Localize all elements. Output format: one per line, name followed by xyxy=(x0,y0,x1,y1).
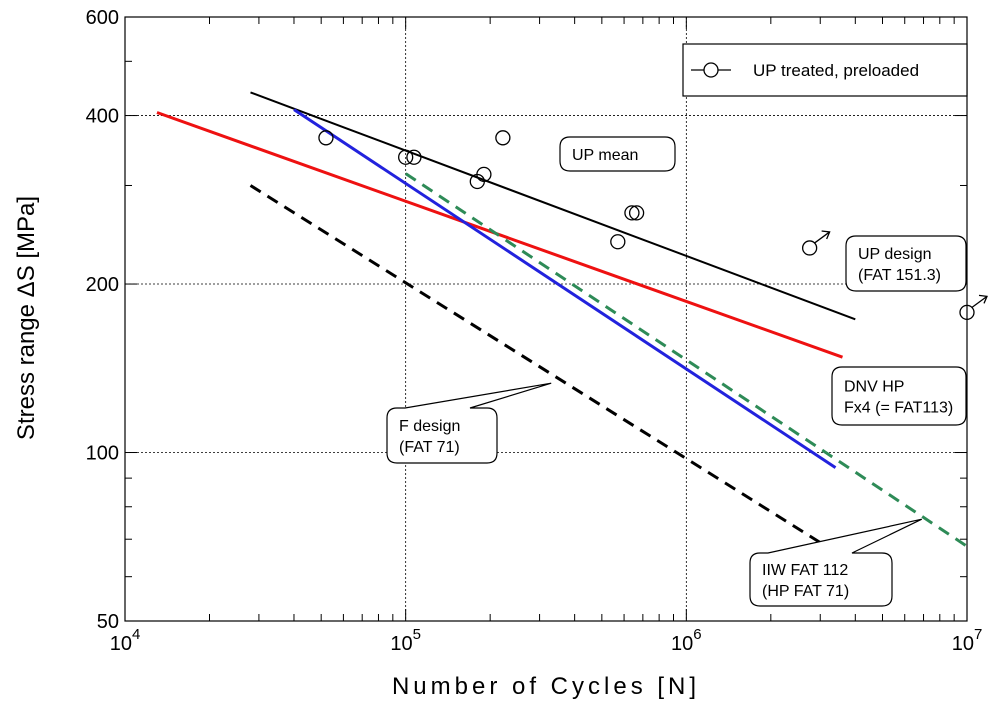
data-point xyxy=(959,304,975,321)
data-point xyxy=(628,205,645,221)
data-point xyxy=(406,149,422,165)
series-line xyxy=(293,108,837,469)
callout-label: (FAT 151.3) xyxy=(858,267,941,284)
data-point xyxy=(801,240,818,256)
callout: F design (FAT 71) xyxy=(386,382,552,464)
y-tick-labels: 50 100 200 400 600 xyxy=(86,7,119,633)
data-points xyxy=(318,130,988,321)
callout-label: DNV HP xyxy=(844,379,904,396)
callout-box xyxy=(386,382,552,464)
y-tick-label: 400 xyxy=(86,106,119,128)
runout-arrow xyxy=(971,295,988,308)
callout: IIW FAT 112 (HP FAT 71) xyxy=(749,518,923,607)
data-point xyxy=(398,149,414,165)
callout-label: UP mean xyxy=(572,147,638,164)
legend-marker xyxy=(703,62,719,78)
data-point xyxy=(495,130,511,146)
callout-label: UP design xyxy=(858,246,932,263)
x-tick-label: 104 xyxy=(110,626,141,655)
data-point xyxy=(318,130,334,146)
plot-frame xyxy=(124,16,968,622)
tick-marks xyxy=(124,16,967,622)
runout-arrow xyxy=(814,231,831,244)
callout-box xyxy=(845,235,967,292)
legend: UP treated, preloaded xyxy=(682,43,968,97)
data-point xyxy=(610,234,626,250)
callout: UP design (FAT 151.3) xyxy=(845,235,967,292)
x-tick-label: 106 xyxy=(671,626,702,655)
series-line xyxy=(250,91,856,321)
callout-label: IIW FAT 112 xyxy=(762,562,848,579)
grid xyxy=(125,17,967,621)
series-lines xyxy=(156,91,968,552)
callout-box xyxy=(831,366,967,426)
data-point xyxy=(476,166,492,183)
legend-label: UP treated, preloaded xyxy=(753,61,919,80)
callouts: UP mean UP design (FAT 151.3) DNV HP Fx4 (= … xyxy=(386,136,967,607)
x-axis-title: Number of Cycles [N] xyxy=(392,673,700,700)
series-line xyxy=(249,184,833,552)
data-point xyxy=(624,205,640,221)
callout-label: (FAT 71) xyxy=(399,439,460,456)
x-tick-label: 107 xyxy=(952,626,983,655)
callout-label: F design xyxy=(399,418,460,435)
y-tick-label: 100 xyxy=(86,443,119,465)
callout: UP mean xyxy=(559,136,676,172)
callout: DNV HP Fx4 (= FAT113) xyxy=(831,366,967,426)
runout-arrow xyxy=(978,294,988,304)
y-tick-label: 50 xyxy=(97,611,119,633)
callout-box xyxy=(749,518,923,607)
y-tick-label: 200 xyxy=(86,274,119,296)
callout-label: Fx4 (= FAT113) xyxy=(844,400,953,417)
x-tick-label: 105 xyxy=(390,626,421,655)
callout-label: (HP FAT 71) xyxy=(762,583,849,600)
series-line xyxy=(156,111,844,359)
y-tick-label: 600 xyxy=(86,7,119,29)
series-line xyxy=(404,172,968,548)
y-axis-title: Stress range ΔS [MPa] xyxy=(13,196,40,440)
callout-box xyxy=(559,136,676,172)
x-tick-labels: 104 105 106 107 xyxy=(110,626,983,655)
runout-arrow xyxy=(821,230,831,240)
